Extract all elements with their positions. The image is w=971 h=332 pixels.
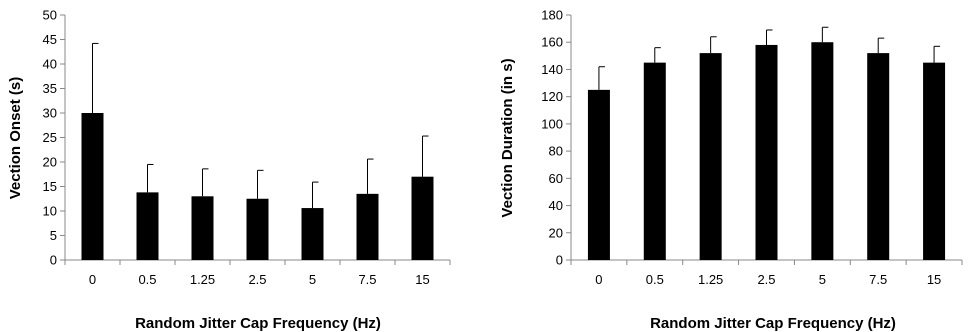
bar [136,192,159,260]
y-axis-title: Vection Duration (in s) [499,58,516,217]
bar [411,176,434,260]
y-tick-label: 20 [43,155,57,170]
bar [356,193,379,260]
x-tick-label: 7.5 [869,272,887,287]
x-tick-label: 5 [309,272,316,287]
y-tick-label: 0 [50,253,57,268]
y-tick-label: 160 [541,35,563,50]
y-tick-label: 80 [549,144,563,159]
y-tick-label: 180 [541,8,563,23]
x-tick-label: 2.5 [248,272,266,287]
y-tick-label: 45 [43,32,57,47]
bar [587,89,610,260]
x-tick-label: 5 [819,272,826,287]
y-tick-label: 25 [43,130,57,145]
y-tick-label: 0 [556,253,563,268]
bar [923,62,946,261]
bar [191,196,214,260]
x-tick-label: 0.5 [138,272,156,287]
x-tick-label: 15 [415,272,429,287]
bar [643,62,666,261]
y-tick-label: 35 [43,81,57,96]
bar [755,44,778,260]
y-tick-label: 30 [43,106,57,121]
x-tick-label: 0 [89,272,96,287]
x-tick-label: 1.25 [190,272,215,287]
vection-duration-chart: Vection Duration (in s) Random Jitter Ca… [499,8,963,332]
y-tick-label: 120 [541,89,563,104]
y-tick-label: 40 [43,57,57,72]
y-tick-label: 40 [549,198,563,213]
y-tick-label: 5 [50,228,57,243]
bar [246,198,269,260]
vection-onset-chart: Vection Onset (s) Random Jitter Cap Freq… [7,8,451,332]
bar [301,208,324,260]
bar [699,53,722,260]
x-tick-label: 0 [595,272,602,287]
bar [867,53,890,260]
y-tick-label: 10 [43,204,57,219]
y-tick-label: 140 [541,62,563,77]
y-axis-title: Vection Onset (s) [7,77,24,200]
bar [811,42,834,260]
y-tick-label: 60 [549,171,563,186]
bar [81,113,104,260]
x-tick-label: 2.5 [757,272,775,287]
x-axis-title: Random Jitter Cap Frequency (Hz) [135,315,381,332]
x-tick-label: 1.25 [698,272,723,287]
y-tick-label: 50 [43,8,57,23]
y-tick-label: 100 [541,116,563,131]
x-tick-label: 15 [927,272,941,287]
x-tick-label: 7.5 [358,272,376,287]
y-tick-label: 15 [43,179,57,194]
x-tick-label: 0.5 [646,272,664,287]
y-tick-label: 20 [549,225,563,240]
x-axis-title: Random Jitter Cap Frequency (Hz) [650,315,896,332]
